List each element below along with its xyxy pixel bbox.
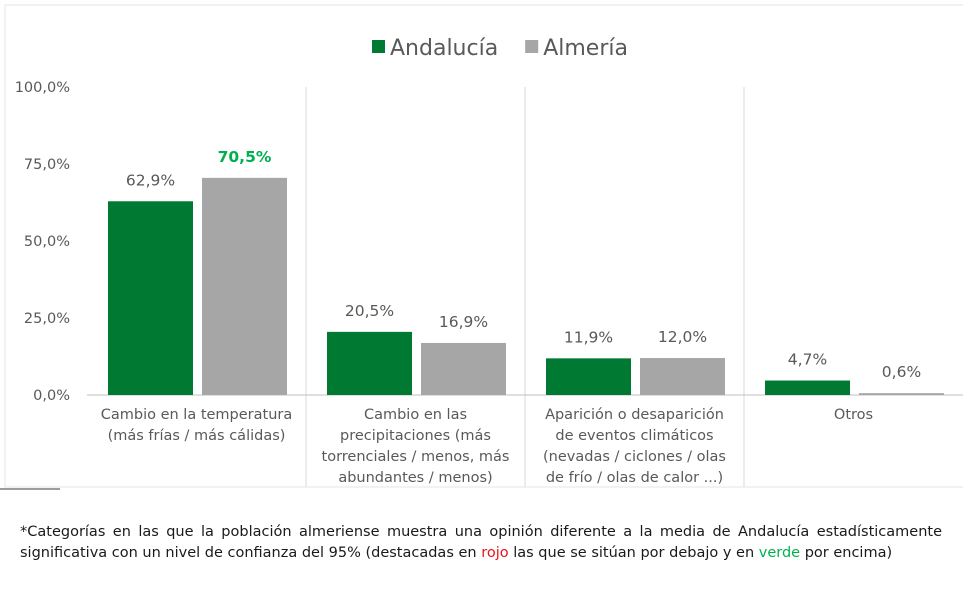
note-green: verde xyxy=(758,545,801,561)
bar xyxy=(546,358,631,395)
note-text: las que se sitúan por debajo y en xyxy=(508,545,759,561)
value-label: 16,9% xyxy=(439,313,488,331)
y-tick-label: 50,0% xyxy=(24,234,70,250)
value-label: 20,5% xyxy=(345,302,394,320)
value-label: 0,6% xyxy=(882,363,921,381)
x-tick-label: Cambio en la temperatura xyxy=(101,407,293,423)
x-tick-label: torrenciales / menos, más xyxy=(322,449,510,465)
chart: 0,0% 25,0% 50,0% 75,0% 100,0% Andalucía Almerí… xyxy=(0,4,963,490)
note-text: *Categorías en las que la población alme… xyxy=(20,524,942,561)
legend-swatch xyxy=(372,40,385,53)
x-tick-label: abundantes / menos) xyxy=(338,470,492,486)
chart-frame xyxy=(4,4,963,488)
x-tick-label: Aparición o desaparición xyxy=(545,407,724,423)
y-tick-label: 0,0% xyxy=(33,388,70,404)
x-tick-label: precipitaciones (más xyxy=(340,428,491,444)
x-tick-label: Otros xyxy=(834,407,873,423)
bar xyxy=(859,393,944,395)
bar xyxy=(421,342,506,395)
x-tick-label: Cambio en las xyxy=(364,407,467,423)
x-tick-label: (más frías / más cálidas) xyxy=(108,428,286,444)
legend-label: Andalucía xyxy=(390,36,498,61)
legend-swatch xyxy=(525,40,539,53)
y-tick-label: 100,0% xyxy=(15,80,70,96)
value-label: 11,9% xyxy=(564,328,613,346)
note-red: rojo xyxy=(481,545,509,561)
x-tick-label: de frío / olas de calor ...) xyxy=(546,470,723,486)
legend-label: Almería xyxy=(543,36,628,61)
x-tick-label: de eventos climáticos xyxy=(555,428,713,444)
note-text: por encima) xyxy=(800,545,893,561)
bar xyxy=(765,380,850,395)
value-label: 4,7% xyxy=(788,351,827,369)
y-tick-label: 25,0% xyxy=(24,311,70,327)
bar xyxy=(640,358,725,395)
value-label: 12,0% xyxy=(658,328,707,346)
bar xyxy=(327,331,412,395)
value-label: 62,9% xyxy=(126,171,175,189)
bar xyxy=(202,177,287,395)
bar xyxy=(108,201,193,395)
footnote: *Categorías en las que la población alme… xyxy=(20,522,942,564)
y-tick-label: 75,0% xyxy=(24,157,70,173)
value-label: 70,5% xyxy=(218,148,272,166)
x-tick-label: (nevadas / ciclones / olas xyxy=(543,449,726,465)
